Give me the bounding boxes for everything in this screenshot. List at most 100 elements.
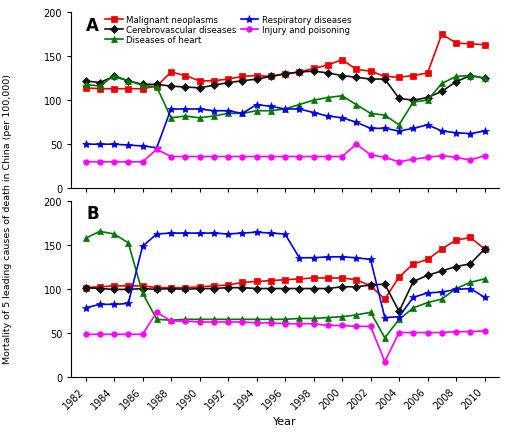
Injury and poisoning [425,155,431,161]
Cerebrovascular diseases [425,273,431,278]
Cerebrovascular diseases [296,70,302,75]
Diseases of heart [196,317,203,322]
Diseases of heart [154,85,160,90]
Cerebrovascular diseases [439,89,445,95]
Malignant neoplasms [439,32,445,38]
Injury and poisoning [367,324,374,329]
Injury and poisoning [325,155,331,160]
Cerebrovascular diseases [225,286,231,291]
Diseases of heart [339,314,345,320]
Diseases of heart [453,74,459,80]
Injury and poisoning [353,142,359,148]
Diseases of heart [396,123,402,128]
Cerebrovascular diseases [211,286,217,292]
Malignant neoplasms [182,286,188,291]
Cerebrovascular diseases [168,286,174,292]
Cerebrovascular diseases [182,85,188,90]
Cerebrovascular diseases [125,287,131,293]
Injury and poisoning [154,310,160,315]
Diseases of heart [225,317,231,322]
Respiratory diseases [196,107,203,113]
Malignant neoplasms [168,286,174,291]
Line: Injury and poisoning: Injury and poisoning [83,142,487,165]
Cerebrovascular diseases [453,264,459,269]
Cerebrovascular diseases [168,84,174,89]
Respiratory diseases [339,116,345,121]
Malignant neoplasms [125,87,131,92]
Diseases of heart [467,280,473,285]
Malignant neoplasms [196,285,203,290]
Diseases of heart [310,316,317,321]
Malignant neoplasms [396,75,402,81]
Respiratory diseases [182,107,188,113]
Cerebrovascular diseases [425,95,431,101]
Cerebrovascular diseases [439,268,445,274]
Cerebrovascular diseases [325,286,331,292]
Respiratory diseases [482,295,488,300]
Cerebrovascular diseases [382,77,388,82]
Injury and poisoning [396,160,402,165]
Diseases of heart [154,317,160,322]
Injury and poisoning [125,160,131,165]
Injury and poisoning [296,321,302,327]
Diseases of heart [253,317,260,322]
Injury and poisoning [239,320,245,325]
Cerebrovascular diseases [410,98,416,103]
Respiratory diseases [268,105,274,110]
Injury and poisoning [139,332,146,337]
Cerebrovascular diseases [339,285,345,290]
Diseases of heart [282,107,288,113]
Diseases of heart [296,316,302,321]
Cerebrovascular diseases [239,79,245,84]
Respiratory diseases [325,114,331,120]
Cerebrovascular diseases [310,69,317,74]
Malignant neoplasms [353,277,359,283]
Malignant neoplasms [467,42,473,47]
Injury and poisoning [467,329,473,335]
Injury and poisoning [382,155,388,161]
Diseases of heart [97,84,103,89]
Respiratory diseases [296,255,302,261]
Injury and poisoning [111,332,117,337]
Malignant neoplasms [111,284,117,289]
Diseases of heart [325,315,331,321]
Respiratory diseases [225,109,231,114]
Diseases of heart [125,240,131,246]
Cerebrovascular diseases [182,287,188,293]
Respiratory diseases [125,143,131,148]
Injury and poisoning [239,155,245,160]
Malignant neoplasms [182,74,188,79]
Malignant neoplasms [367,69,374,74]
Malignant neoplasms [268,278,274,283]
Respiratory diseases [382,127,388,132]
Diseases of heart [382,113,388,119]
Respiratory diseases [225,232,231,237]
Diseases of heart [353,313,359,318]
Injury and poisoning [97,332,103,337]
Injury and poisoning [139,160,146,165]
Respiratory diseases [211,231,217,236]
Injury and poisoning [253,155,260,160]
Respiratory diseases [125,301,131,307]
Cerebrovascular diseases [154,287,160,293]
Cerebrovascular diseases [97,81,103,86]
Diseases of heart [196,116,203,121]
Respiratory diseases [97,302,103,307]
Cerebrovascular diseases [353,75,359,81]
Injury and poisoning [425,330,431,336]
Respiratory diseases [453,287,459,293]
Cerebrovascular diseases [396,309,402,314]
Line: Malignant neoplasms: Malignant neoplasms [83,32,487,92]
Malignant neoplasms [425,257,431,262]
Respiratory diseases [310,255,317,261]
Line: Diseases of heart: Diseases of heart [83,74,487,128]
Cerebrovascular diseases [225,81,231,86]
Malignant neoplasms [125,284,131,289]
Diseases of heart [310,98,317,103]
Malignant neoplasms [139,284,146,289]
Malignant neoplasms [482,43,488,48]
Malignant neoplasms [353,67,359,73]
Diseases of heart [382,336,388,341]
Malignant neoplasms [97,285,103,290]
Diseases of heart [453,286,459,292]
